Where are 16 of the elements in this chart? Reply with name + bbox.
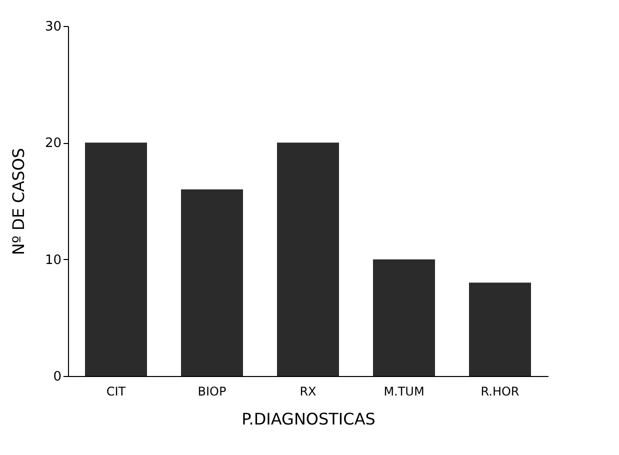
x-tick-label: CIT: [106, 384, 126, 398]
bar: [277, 142, 339, 376]
bar: [373, 259, 435, 376]
bar: [85, 142, 147, 376]
x-tick-label: M.TUM: [384, 384, 424, 398]
x-tick-label: BIOP: [198, 384, 226, 398]
y-tick-label: 10: [44, 252, 62, 268]
y-tick-label: 30: [44, 20, 62, 34]
y-axis-title: Nº DE CASOS: [8, 148, 28, 256]
x-axis-title: P.DIAGNOSTICAS: [242, 410, 376, 428]
x-tick-label: RX: [300, 384, 316, 398]
bar: [181, 189, 243, 376]
x-tick-label: R.HOR: [480, 384, 520, 398]
y-tick-label: 0: [53, 370, 62, 384]
y-tick-label: 20: [44, 136, 62, 152]
bar: [469, 282, 531, 376]
